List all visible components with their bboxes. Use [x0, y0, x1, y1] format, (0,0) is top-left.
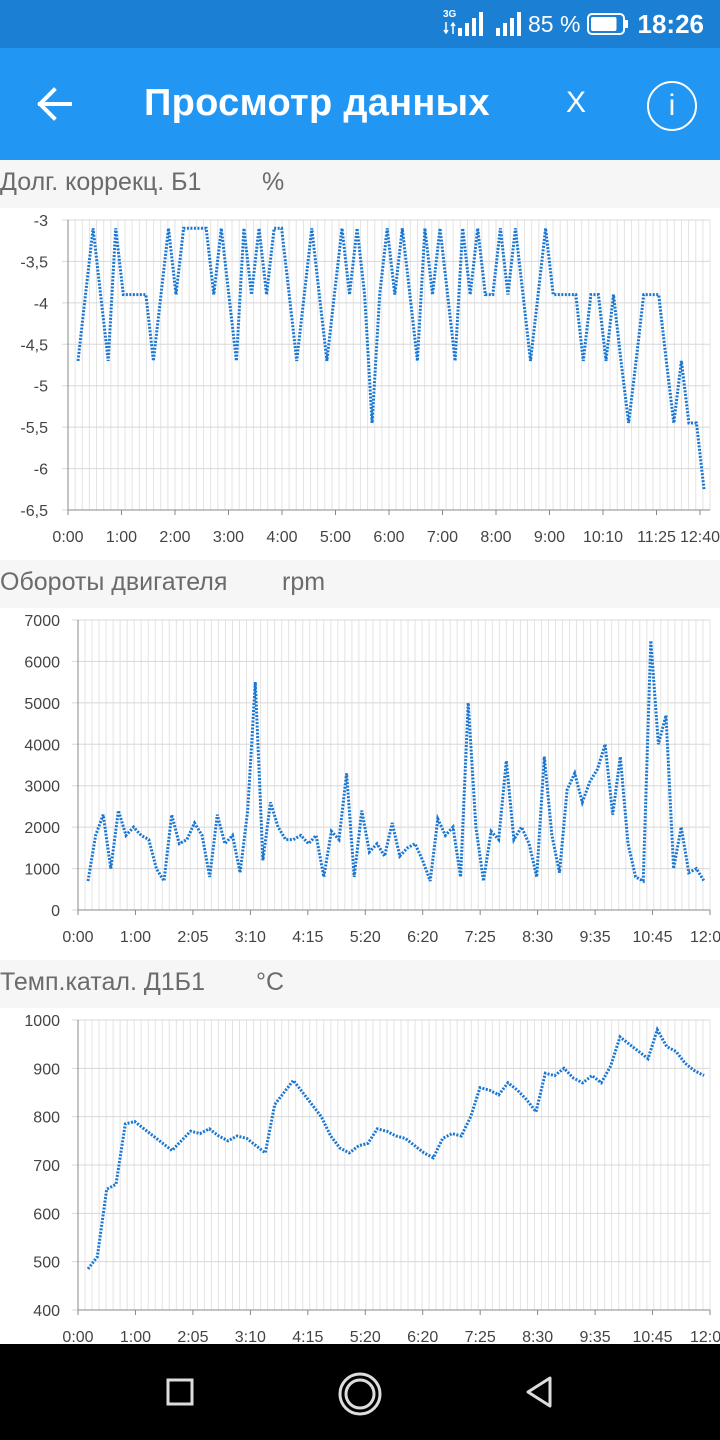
x-tick-label: 6:00 — [373, 529, 404, 546]
x-tick-label: 1:00 — [120, 929, 151, 946]
x-tick-label: 8:00 — [480, 529, 511, 546]
x-tick-label: 2:00 — [159, 529, 190, 546]
x-tick-label: 8:30 — [522, 1329, 553, 1344]
x-tick-label: 5:20 — [350, 1329, 381, 1344]
chart-3-unit: °C — [256, 968, 285, 996]
chart-3-catalyst-temp: 1000 900 800 700 600 500 4000:00 1:00 2:05 3:10 4:… — [24, 1013, 720, 1344]
x-tick-label: 11:25 — [637, 529, 676, 546]
y-tick-label: -3 — [34, 213, 48, 230]
x-tick-label: 8:30 — [522, 929, 553, 946]
x-tick-label: 4:15 — [292, 929, 323, 946]
x-tick-label: 9:35 — [580, 1329, 611, 1344]
y-tick-label: 5000 — [24, 696, 60, 713]
y-tick-label: 400 — [33, 1303, 60, 1320]
x-tick-label: 6:20 — [407, 1329, 438, 1344]
x-tick-label: 2:05 — [177, 929, 208, 946]
y-tick-label: -6,5 — [20, 503, 48, 520]
page-title: Просмотр данных — [144, 82, 490, 124]
x-tick-label: 4:00 — [266, 529, 297, 546]
y-tick-label: 4000 — [24, 737, 60, 754]
x-tick-label: 10:45 — [633, 1329, 673, 1344]
network-type-label: 3G — [443, 9, 457, 20]
chart-2-unit: rpm — [282, 568, 326, 596]
y-tick-label: 7000 — [24, 613, 60, 630]
x-tick-label: 9:35 — [580, 929, 611, 946]
y-tick-label: -5,5 — [20, 420, 48, 437]
x-tick-label: 7:00 — [427, 529, 458, 546]
x-tick-label: 2:05 — [177, 1329, 208, 1344]
x-tick-label: 6:20 — [407, 929, 438, 946]
battery-icon — [587, 13, 628, 35]
x-tick-label: 12:00 — [690, 929, 720, 946]
chart-2-title: Обороты двигателя — [0, 568, 228, 596]
x-tick-label: 0:00 — [62, 929, 93, 946]
info-button[interactable]: i — [647, 81, 697, 131]
y-tick-label: 800 — [33, 1110, 60, 1127]
series-line — [86, 640, 706, 886]
x-tick-label: 1:00 — [106, 529, 137, 546]
home-circle-icon[interactable] — [336, 1370, 384, 1418]
x-tick-label: 10:45 — [633, 929, 673, 946]
x-tick-label: 3:10 — [235, 929, 266, 946]
chart-1-long-term-fuel-trim: -3 -3,5 -4 -4,5 -5 -5,5 -6 -6,50:00 1:00 2:00 3:00… — [20, 213, 720, 546]
3g-icon — [443, 22, 456, 34]
y-tick-label: 2000 — [24, 820, 60, 837]
status-bar: 3G 85 % 18:26 — [0, 0, 720, 48]
y-tick-label: 900 — [33, 1061, 60, 1078]
y-tick-label: 1000 — [24, 1013, 60, 1030]
chart-3-header: Темп.катал. Д1Б1 °C — [0, 960, 720, 1008]
series-line — [86, 1025, 705, 1270]
x-tick-label: 4:15 — [292, 1329, 323, 1344]
signal-icon — [458, 12, 483, 36]
battery-percent: 85 % — [528, 11, 581, 37]
x-tick-label: 9:00 — [534, 529, 565, 546]
x-tick-label: 0:00 — [62, 1329, 93, 1344]
chart-1-header: Долг. коррекц. Б1 % — [0, 160, 720, 208]
back-triangle-icon[interactable] — [522, 1374, 558, 1410]
chart-2-header: Обороты двигателя rpm — [0, 560, 720, 608]
navigation-bar — [0, 1344, 720, 1440]
x-tick-label: 0:00 — [52, 529, 83, 546]
chart-1-title: Долг. коррекц. Б1 — [0, 168, 202, 196]
x-tick-label: 1:00 — [120, 1329, 151, 1344]
signal-icon — [496, 12, 521, 36]
x-tick-label: 5:20 — [350, 929, 381, 946]
x-tick-label: 12:40 — [680, 529, 720, 546]
y-tick-label: -5 — [34, 379, 48, 396]
y-tick-label: -4,5 — [20, 337, 48, 354]
x-tick-label: 10:10 — [583, 529, 623, 546]
y-tick-label: 600 — [33, 1206, 60, 1223]
x-tick-label: 3:00 — [213, 529, 244, 546]
arrow-back-icon[interactable] — [30, 78, 82, 130]
y-tick-label: -3,5 — [20, 254, 48, 271]
x-tick-label: 5:00 — [320, 529, 351, 546]
y-tick-label: -6 — [34, 462, 48, 479]
y-tick-label: 0 — [51, 903, 60, 920]
y-tick-label: 500 — [33, 1255, 60, 1272]
status-time: 18:26 — [637, 9, 705, 39]
y-tick-label: 700 — [33, 1158, 60, 1175]
chart-1-unit: % — [262, 168, 285, 196]
x-tick-label: 7:25 — [465, 929, 496, 946]
y-tick-label: 6000 — [24, 654, 60, 671]
square-icon[interactable] — [164, 1376, 196, 1408]
y-tick-label: 1000 — [24, 862, 60, 879]
chart-2-engine-rpm: 7000 6000 5000 4000 3000 2000 1000 00:00 1:00 2:0… — [24, 613, 720, 946]
x-tick-label: 3:10 — [235, 1329, 266, 1344]
x-tick-label: 12:00 — [690, 1329, 720, 1344]
y-tick-label: -4 — [34, 296, 48, 313]
close-button[interactable]: X — [565, 86, 586, 119]
chart-3-title: Темп.катал. Д1Б1 — [0, 968, 205, 996]
x-tick-label: 7:25 — [465, 1329, 496, 1344]
app-bar: Просмотр данных X i — [0, 48, 720, 160]
y-tick-label: 3000 — [24, 779, 60, 796]
